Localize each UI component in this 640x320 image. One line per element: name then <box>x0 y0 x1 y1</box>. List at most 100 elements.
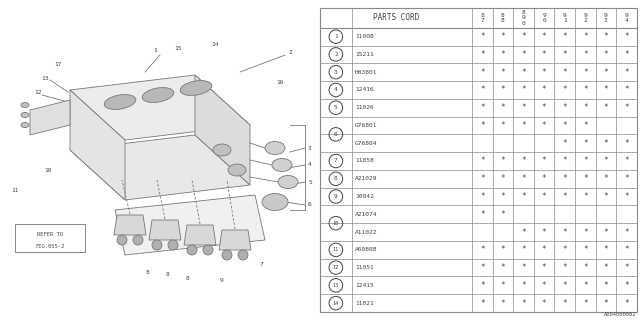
Polygon shape <box>114 215 146 235</box>
Text: 8: 8 <box>146 269 150 275</box>
Text: *: * <box>583 85 588 94</box>
Text: *: * <box>521 192 526 201</box>
Circle shape <box>133 235 143 245</box>
Text: 17: 17 <box>54 62 61 68</box>
Text: *: * <box>563 192 567 201</box>
Text: *: * <box>521 245 526 254</box>
Text: *: * <box>604 192 608 201</box>
Text: 14: 14 <box>211 43 219 47</box>
Text: *: * <box>521 281 526 290</box>
Text: *: * <box>500 263 505 272</box>
Bar <box>15 224 85 252</box>
Text: A004000082: A004000082 <box>604 312 637 317</box>
Text: *: * <box>604 174 608 183</box>
Text: 11: 11 <box>12 188 19 193</box>
Circle shape <box>152 240 162 250</box>
Polygon shape <box>70 75 250 140</box>
Text: 9: 9 <box>584 12 587 18</box>
Circle shape <box>238 250 248 260</box>
Text: 8: 8 <box>186 276 190 281</box>
Text: *: * <box>521 299 526 308</box>
Polygon shape <box>184 225 216 245</box>
Text: *: * <box>480 192 484 201</box>
Text: *: * <box>604 32 608 41</box>
Text: *: * <box>604 263 608 272</box>
Circle shape <box>168 240 178 250</box>
Text: *: * <box>521 85 526 94</box>
Text: 13: 13 <box>41 76 49 81</box>
Text: *: * <box>542 103 547 112</box>
Text: *: * <box>500 281 505 290</box>
Text: 3: 3 <box>604 18 608 23</box>
Text: *: * <box>604 103 608 112</box>
Text: 8: 8 <box>522 10 525 15</box>
Ellipse shape <box>213 144 231 156</box>
Text: *: * <box>583 139 588 148</box>
Text: *: * <box>624 174 628 183</box>
Text: 3: 3 <box>334 70 338 75</box>
Text: *: * <box>480 281 484 290</box>
Text: *: * <box>542 121 547 130</box>
Text: 3: 3 <box>308 146 312 150</box>
Text: 14: 14 <box>333 300 339 306</box>
Ellipse shape <box>272 158 292 172</box>
Text: 9: 9 <box>563 12 566 18</box>
Text: *: * <box>624 85 628 94</box>
Text: *: * <box>542 192 547 201</box>
Circle shape <box>222 250 232 260</box>
Text: 1: 1 <box>153 47 157 52</box>
Text: *: * <box>500 210 505 219</box>
Text: *: * <box>624 281 628 290</box>
Text: 12415: 12415 <box>355 283 374 288</box>
Ellipse shape <box>104 95 136 109</box>
Text: 13: 13 <box>333 283 339 288</box>
Text: *: * <box>583 299 588 308</box>
Text: *: * <box>624 299 628 308</box>
Text: 15211: 15211 <box>355 52 374 57</box>
Text: *: * <box>500 103 505 112</box>
Text: *: * <box>604 299 608 308</box>
Text: *: * <box>542 68 547 77</box>
Text: 11008: 11008 <box>355 34 374 39</box>
Text: *: * <box>583 103 588 112</box>
Text: 7: 7 <box>481 18 484 23</box>
Text: *: * <box>604 68 608 77</box>
Text: *: * <box>563 156 567 165</box>
Text: *: * <box>624 103 628 112</box>
Polygon shape <box>149 220 181 240</box>
Text: *: * <box>624 68 628 77</box>
Text: 5: 5 <box>308 180 312 185</box>
Text: *: * <box>563 121 567 130</box>
Ellipse shape <box>21 113 29 117</box>
Text: *: * <box>542 156 547 165</box>
Text: 9: 9 <box>625 12 628 18</box>
Text: *: * <box>583 245 588 254</box>
Text: 0: 0 <box>522 21 525 26</box>
Circle shape <box>187 245 197 255</box>
Text: 1: 1 <box>334 34 338 39</box>
Text: *: * <box>563 228 567 236</box>
Text: A11022: A11022 <box>355 229 378 235</box>
Text: *: * <box>542 174 547 183</box>
Text: 7: 7 <box>334 158 338 164</box>
Text: *: * <box>604 228 608 236</box>
Text: *: * <box>563 263 567 272</box>
Text: H03801: H03801 <box>355 70 378 75</box>
Ellipse shape <box>228 164 246 176</box>
Polygon shape <box>70 90 125 200</box>
Text: *: * <box>604 281 608 290</box>
Text: *: * <box>480 68 484 77</box>
Text: *: * <box>624 156 628 165</box>
Text: 16: 16 <box>276 79 284 84</box>
Polygon shape <box>70 135 250 200</box>
Text: *: * <box>604 50 608 59</box>
Text: 11026: 11026 <box>355 105 374 110</box>
Text: A60808: A60808 <box>355 247 378 252</box>
Text: 8: 8 <box>501 12 505 18</box>
Text: *: * <box>521 50 526 59</box>
Text: *: * <box>624 192 628 201</box>
Text: *: * <box>583 32 588 41</box>
Text: *: * <box>542 245 547 254</box>
Text: *: * <box>542 228 547 236</box>
Text: 6: 6 <box>308 203 312 207</box>
